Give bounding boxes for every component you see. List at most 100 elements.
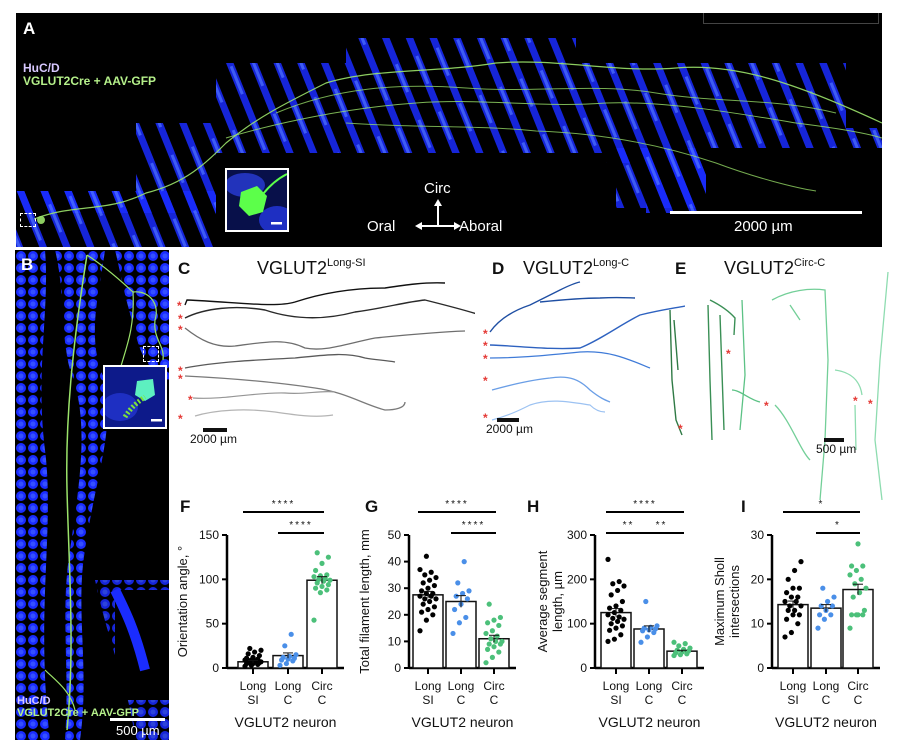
cell-body-markers: ***** [678, 347, 873, 436]
svg-text:40: 40 [388, 555, 402, 569]
panel-a-inset [225, 168, 289, 232]
svg-text:50: 50 [388, 528, 402, 542]
panel-c-title: VGLUT2Long-SI [257, 257, 366, 279]
svg-text:Long: Long [415, 679, 442, 693]
panel-b-micrograph: B HuC/D VGLUT2Cre + AAV-GFP 500 µm [15, 250, 169, 740]
circ-c-traces: * * * * * [669, 271, 889, 500]
svg-text:VGLUT2 neuron: VGLUT2 neuron [775, 714, 877, 730]
circ-direction-label: Circ [424, 180, 451, 197]
svg-text:*: * [188, 393, 193, 407]
svg-text:****: **** [289, 520, 313, 531]
cell-body-markers: ***** [483, 327, 488, 425]
svg-text:*: * [483, 327, 488, 341]
chart-g: 0 10 20 30 40 50 Total filament length, mm Long… [357, 499, 516, 730]
huc-d-legend: HuC/D [17, 695, 51, 707]
svg-text:VGLUT2 neuron: VGLUT2 neuron [599, 714, 701, 730]
vglut2-gfp-legend: VGLUT2Cre + AAV-GFP [17, 707, 139, 719]
svg-text:C: C [678, 693, 687, 707]
svg-text:C: C [318, 693, 327, 707]
svg-text:C: C [284, 693, 293, 707]
svg-text:*: * [726, 347, 731, 361]
panel-d-title: VGLUT2Long-C [523, 257, 629, 279]
vglut2-gfp-legend: VGLUT2Cre + AAV-GFP [23, 74, 157, 88]
title-main: VGLUT2 [523, 258, 594, 278]
panel-e-title: VGLUT2Circ-C [724, 257, 825, 279]
svg-text:30: 30 [388, 581, 402, 595]
svg-text:0: 0 [212, 661, 219, 675]
axis-arrows-icon [415, 199, 461, 230]
svg-text:20: 20 [388, 608, 402, 622]
svg-text:0: 0 [757, 661, 764, 675]
title-main: VGLUT2 [257, 258, 328, 278]
title-superscript: Long-C [593, 257, 630, 269]
svg-text:****: **** [633, 499, 657, 510]
svg-text:C: C [490, 693, 499, 707]
panel-b-scale-label: 500 µm [116, 723, 160, 738]
svg-text:SI: SI [610, 693, 621, 707]
panel-a-image [16, 38, 882, 247]
panel-a-label: A [23, 19, 36, 38]
panel-a-scale-label: 2000 µm [734, 218, 793, 235]
svg-text:SI: SI [787, 693, 798, 707]
svg-text:300: 300 [567, 528, 587, 542]
panel-i-label: I [741, 497, 746, 516]
svg-text:Long: Long [603, 679, 630, 693]
svg-text:*: * [764, 399, 769, 413]
svg-text:10: 10 [751, 617, 765, 631]
svg-text:Long: Long [780, 679, 807, 693]
svg-text:10: 10 [388, 634, 402, 648]
svg-text:Long: Long [275, 679, 302, 693]
region-of-interest-box [20, 213, 36, 227]
svg-text:*: * [178, 372, 183, 386]
panel-b-scale-bar [110, 718, 165, 721]
svg-text:Circ: Circ [311, 679, 332, 693]
svg-text:20: 20 [751, 572, 765, 586]
svg-text:*: * [819, 499, 825, 510]
svg-text:30: 30 [751, 528, 765, 542]
svg-text:*: * [178, 412, 183, 426]
svg-text:SI: SI [247, 693, 258, 707]
svg-text:length, µm: length, µm [550, 571, 565, 632]
panel-b-image [15, 250, 169, 740]
svg-text:0: 0 [580, 661, 587, 675]
panel-a-scale-bar [670, 211, 862, 214]
svg-text:**: ** [623, 520, 635, 531]
title-main: VGLUT2 [724, 258, 795, 278]
panel-c-scale-bar [203, 428, 227, 432]
svg-text:*: * [177, 299, 182, 313]
svg-text:Maximum Sholl: Maximum Sholl [712, 557, 727, 646]
neuron-inset-image [227, 173, 287, 230]
svg-text:*: * [483, 339, 488, 353]
panel-g-label: G [365, 497, 379, 516]
cell-body-markers: *** **** [177, 299, 193, 426]
title-superscript: Circ-C [794, 257, 826, 269]
svg-text:100: 100 [567, 617, 587, 631]
svg-text:*: * [483, 411, 488, 425]
orientation-compass: Circ Oral Aboral [367, 180, 517, 240]
svg-text:****: **** [462, 520, 486, 531]
svg-text:****: **** [445, 499, 469, 510]
svg-text:Long: Long [240, 679, 267, 693]
svg-text:Long: Long [636, 679, 663, 693]
svg-text:Circ: Circ [671, 679, 692, 693]
title-superscript: Long-SI [327, 257, 366, 269]
empty-frame [703, 13, 879, 24]
panel-h-label: H [527, 497, 540, 516]
svg-text:*: * [483, 352, 488, 366]
long-c-traces: ***** [483, 281, 685, 425]
svg-text:*: * [868, 397, 873, 411]
svg-text:intersections: intersections [727, 565, 742, 638]
svg-text:*: * [678, 422, 683, 436]
svg-text:Circ: Circ [847, 679, 868, 693]
svg-text:****: **** [272, 499, 296, 510]
svg-text:100: 100 [199, 572, 219, 586]
panel-f-label: F [180, 497, 191, 516]
svg-text:50: 50 [206, 617, 220, 631]
svg-text:Long: Long [813, 679, 840, 693]
svg-text:*: * [178, 323, 183, 337]
panel-e-scale-bar [824, 438, 844, 442]
panel-b-label: B [21, 255, 34, 274]
